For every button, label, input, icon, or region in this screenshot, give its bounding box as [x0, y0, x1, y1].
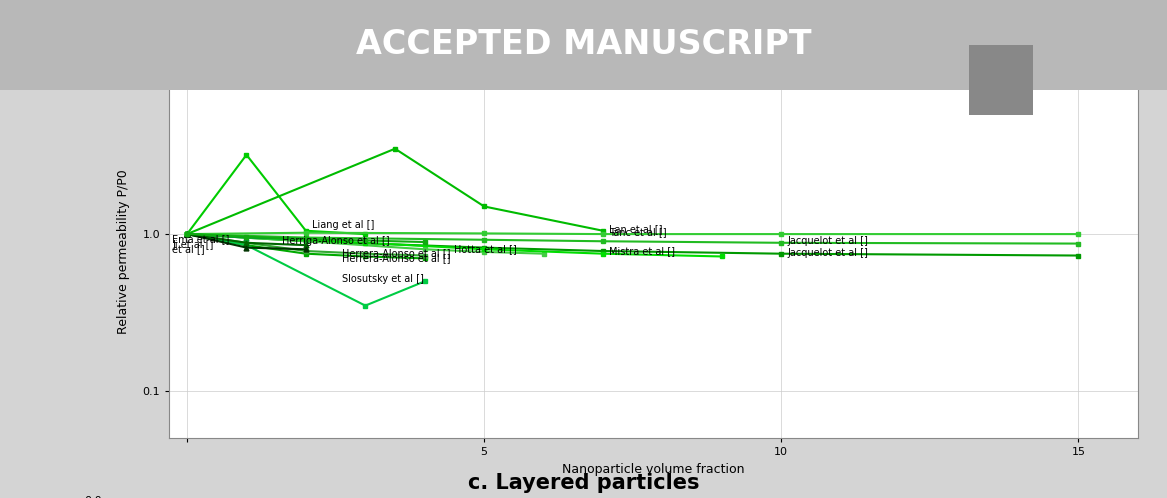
Text: ACCEPTED MANUSCRIPT: ACCEPTED MANUSCRIPT [356, 28, 811, 61]
Text: Herrera-Alonso et al []: Herrera-Alonso et al [] [342, 248, 450, 258]
Text: Ji et al []: Ji et al [] [173, 240, 214, 250]
Text: Herrera-Alonso et al []: Herrera-Alonso et al [] [342, 253, 450, 263]
X-axis label: Nanoparticle volume fraction: Nanoparticle volume fraction [562, 463, 745, 476]
Text: c. Layered particles: c. Layered particles [468, 473, 699, 493]
Text: Jacquelot et al []: Jacquelot et al [] [788, 248, 868, 258]
Text: Mistra et al []: Mistra et al [] [609, 247, 675, 256]
Text: et al []: et al [] [173, 244, 205, 254]
Text: Lan et al []: Lan et al [] [609, 224, 663, 234]
Text: 0.0: 0.0 [84, 496, 102, 498]
Text: Hotta et al []: Hotta et al [] [454, 245, 517, 254]
Y-axis label: Relative permeability P/P0: Relative permeability P/P0 [117, 169, 130, 334]
Text: Ema et al []: Ema et al [] [173, 234, 230, 244]
Text: Liang et al []: Liang et al [] [312, 220, 375, 230]
Text: Tanc et al []: Tanc et al [] [609, 227, 666, 237]
Text: Herriga-Alonso et al []: Herriga-Alonso et al [] [282, 236, 390, 246]
Text: Jacquelot et al []: Jacquelot et al [] [788, 236, 868, 246]
Text: Slosutsky et al []: Slosutsky et al [] [342, 273, 424, 284]
